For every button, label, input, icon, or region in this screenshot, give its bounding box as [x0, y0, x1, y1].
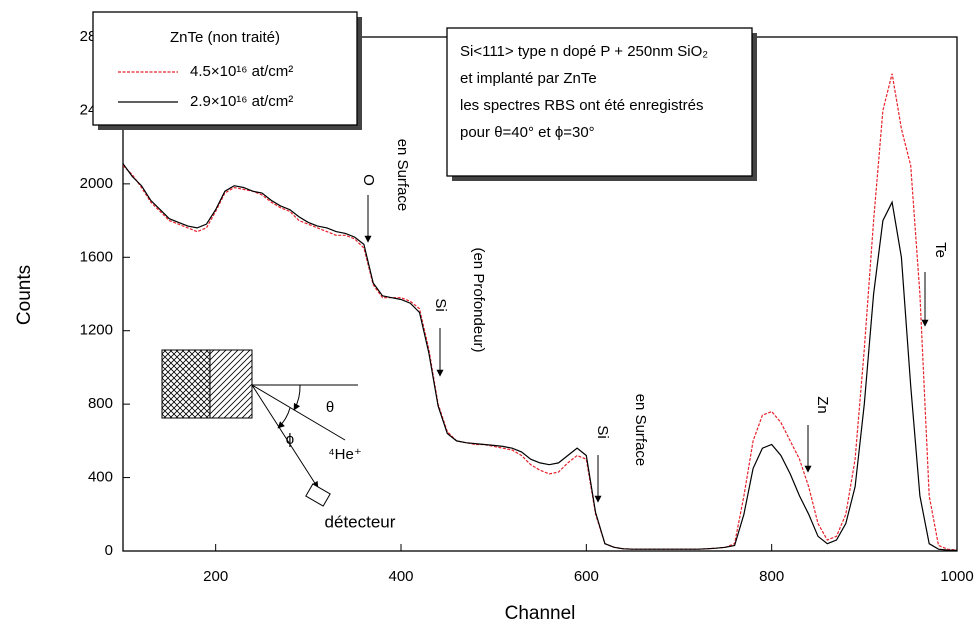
annotation: en Surface	[394, 139, 411, 212]
annotation: Si	[432, 298, 449, 311]
annotation: Zn	[814, 396, 831, 414]
y-tick-label: 400	[88, 469, 113, 486]
annotation: Si	[594, 425, 611, 438]
legend	[92, 11, 358, 126]
y-axis-label: Counts	[14, 265, 35, 325]
annotation: détecteur	[325, 512, 396, 531]
x-tick-label: 200	[203, 568, 228, 585]
series-line	[122, 73, 958, 551]
annotation: ⁴He⁺	[328, 446, 362, 463]
series-line	[122, 163, 958, 551]
y-tick-label: 0	[105, 542, 113, 559]
annotation: ϕ	[286, 431, 294, 448]
legend-label: 4.5×10¹⁶ at/cm²	[190, 63, 293, 80]
annotation: Te	[932, 242, 949, 258]
x-axis-label: Channel	[505, 603, 576, 624]
info-line: Si<111> type n dopé P + 250nm SiO₂	[460, 43, 708, 60]
x-tick-label: 800	[759, 568, 784, 585]
y-tick-label: 2000	[80, 175, 113, 192]
x-tick-label: 600	[574, 568, 599, 585]
legend-title: ZnTe (non traité)	[170, 29, 280, 46]
y-tick-label: 1200	[80, 322, 113, 339]
annotation: (en Profondeur)	[470, 247, 487, 352]
annotation: θ	[326, 399, 334, 416]
y-tick-label: 800	[88, 395, 113, 412]
info-line: pour θ=40° et ϕ=30°	[460, 124, 595, 141]
arrows	[364, 195, 929, 503]
geometry-diagram	[161, 349, 358, 507]
info-box	[446, 27, 753, 177]
annotation: O	[360, 174, 377, 186]
x-tick-label: 400	[388, 568, 413, 585]
y-tick-label: 1600	[80, 248, 113, 265]
annotation: en Surface	[632, 394, 649, 467]
x-tick-label: 1000	[940, 568, 973, 585]
legend-label: 2.9×10¹⁶ at/cm²	[190, 93, 293, 110]
info-line: les spectres RBS ont été enregistrés	[460, 97, 703, 114]
info-line: et implanté par ZnTe	[460, 70, 597, 87]
